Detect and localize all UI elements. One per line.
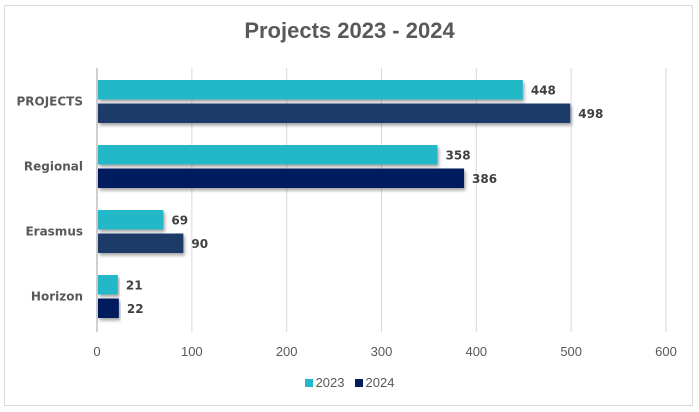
data-label: 21 [126,278,143,292]
x-tick-label: 400 [465,344,487,359]
x-tick-label: 600 [655,344,677,359]
category-label: Horizon [31,290,83,304]
legend-label-2024: 2024 [365,375,395,390]
data-label: 90 [191,237,208,251]
data-label: 69 [171,213,188,227]
data-label: 358 [446,148,471,162]
x-tick-label: 300 [371,344,393,359]
data-label: 448 [531,83,556,97]
data-label: 498 [578,107,603,121]
chart-title: Projects 2023 - 2024 [244,18,455,43]
bar-2024-regional [98,168,465,188]
x-tick-label: 100 [181,344,203,359]
bar-2023-regional [98,145,438,165]
category-label: PROJECTS [16,95,83,109]
legend-item-2024: 2024 [354,375,395,390]
data-label: 386 [472,172,497,186]
x-tick-label: 500 [560,344,582,359]
x-tick-label: 0 [93,344,100,359]
legend-label-2023: 2023 [315,375,345,390]
bar-2024-horizon [98,298,119,318]
legend-swatch-2024 [354,378,363,387]
bar-2024-erasmus [98,233,184,253]
legend-item-2023: 2023 [304,375,345,390]
category-label: Erasmus [25,225,83,239]
bar-2023-erasmus [98,210,164,230]
bar-2024-projects [98,103,571,123]
legend: 2023 2024 [0,375,699,390]
chart-frame [4,5,693,406]
x-tick-label: 200 [276,344,298,359]
bar-2023-projects [98,80,523,100]
data-label: 22 [127,302,144,316]
legend-swatch-2023 [304,378,313,387]
category-label: Regional [24,160,83,174]
bar-2023-horizon [98,275,118,295]
